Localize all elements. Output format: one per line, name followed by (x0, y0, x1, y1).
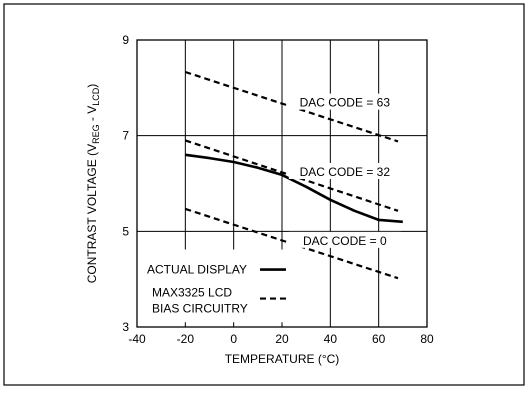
legend-layer: ACTUAL DISPLAY MAX3325 LCD BIAS CIRCUITRY (141, 249, 296, 323)
annotation-label: DAC CODE = 63 (300, 96, 391, 110)
tick-layer: -40 -20 0 20 40 60 80 3 5 7 9 (122, 33, 434, 346)
x-tick-label: 40 (324, 332, 338, 346)
y-axis-label-sub2: LCD (91, 87, 101, 106)
legend-background (141, 249, 296, 323)
x-tick-label: 80 (420, 332, 434, 346)
y-axis-label: CONTRAST VOLTAGE (VREG - VLCD) (85, 84, 101, 284)
annotation-label: DAC CODE = 32 (300, 165, 391, 179)
y-tick-label: 7 (122, 129, 129, 143)
legend-label-bias-circuitry: MAX3325 LCD (152, 286, 232, 300)
y-axis-label-mid: - V (85, 106, 99, 125)
legend-label-bias-circuitry: BIAS CIRCUITRY (152, 302, 248, 316)
plot-area-border (136, 39, 428, 328)
x-tick-label: 20 (275, 332, 289, 346)
y-tick-label: 5 (122, 224, 129, 238)
outer-border (3, 3, 525, 386)
series-line-actual-display (185, 153, 403, 224)
annotation-layer: DAC CODE = 63 DAC CODE = 32 DAC CODE = 0 (288, 93, 401, 248)
annotation-background (288, 93, 401, 110)
legend-label-actual-display: ACTUAL DISPLAY (147, 263, 247, 277)
x-tick-label: -20 (177, 332, 195, 346)
x-tick-label: -40 (128, 332, 146, 346)
annotation-background (288, 162, 401, 179)
y-tick-label: 9 (122, 33, 129, 47)
x-axis-label: TEMPERATURE (°C) (225, 352, 340, 366)
y-axis-label-prefix: CONTRAST VOLTAGE (V (85, 144, 99, 283)
y-axis-label-sub1: REG (91, 124, 101, 144)
y-tick-label: 3 (122, 320, 129, 334)
x-tick-label: 60 (372, 332, 386, 346)
y-axis-label-suffix: ) (85, 84, 99, 88)
annotation-background (288, 231, 401, 248)
annotation-label: DAC CODE = 0 (303, 234, 387, 248)
x-tick-label: 0 (230, 332, 237, 346)
